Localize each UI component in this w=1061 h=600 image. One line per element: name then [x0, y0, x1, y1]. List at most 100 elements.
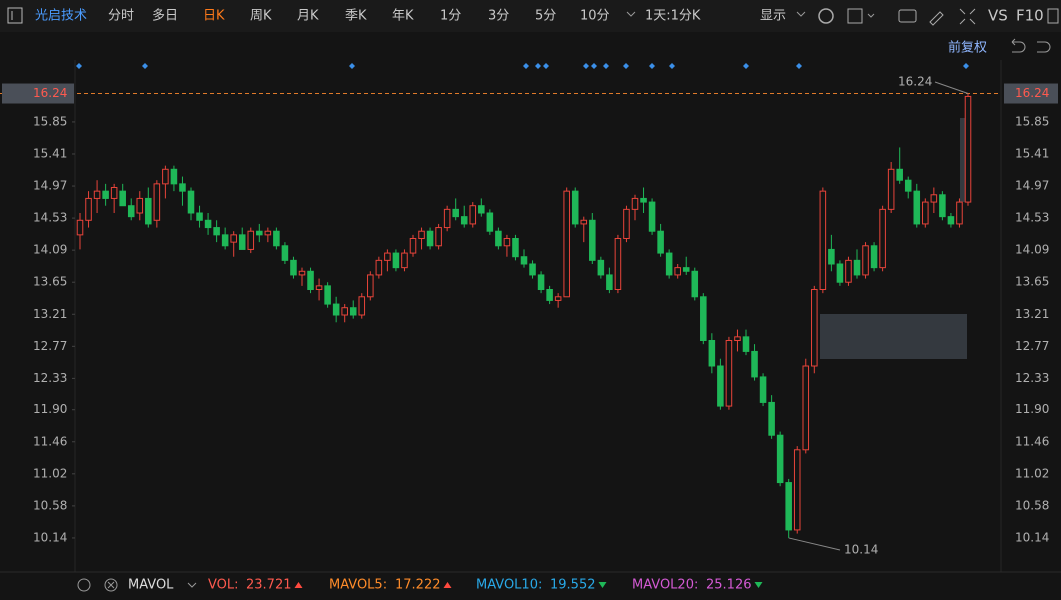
period-tab[interactable]: 周K — [250, 9, 272, 24]
y-tick-label: 12.77 — [33, 339, 67, 353]
candle-body — [102, 190, 109, 199]
box-icon[interactable] — [847, 8, 863, 24]
candle-body — [495, 230, 502, 247]
dropdown-arrow[interactable] — [626, 11, 636, 17]
event-marker — [523, 63, 529, 69]
event-marker — [649, 63, 655, 69]
y-tick-label-right: 15.85 — [1015, 114, 1049, 128]
camera-icon[interactable] — [898, 9, 917, 23]
candle-body — [904, 179, 912, 192]
candle-body — [887, 168, 895, 210]
undo-icon[interactable] — [1011, 38, 1026, 53]
event-marker — [603, 63, 609, 69]
vs-button[interactable]: VS — [988, 7, 1008, 25]
low-pointer — [788, 537, 841, 551]
indicator-label: MAVOL5: — [329, 578, 387, 593]
y-tick-label: 14.53 — [33, 211, 67, 225]
y-tick-label: 13.65 — [33, 275, 67, 289]
y-tick-label-right: 13.65 — [1015, 275, 1049, 289]
y-tick-label: 10.14 — [33, 530, 67, 544]
candle-body — [563, 190, 570, 298]
period-tab[interactable]: 年K — [392, 9, 414, 24]
redo-icon[interactable] — [1037, 41, 1051, 53]
indicator-label: VOL: — [208, 578, 239, 593]
candle-body — [230, 234, 237, 243]
candle-body — [264, 230, 272, 236]
panel-icon[interactable] — [7, 7, 23, 24]
candle-body — [956, 201, 963, 225]
indicator-value: 25.126 — [706, 578, 752, 593]
low-label: 10.14 — [844, 543, 878, 557]
candle-body — [187, 190, 195, 214]
trend-arrow — [443, 582, 452, 588]
y-tick-label-right: 15.41 — [1015, 146, 1049, 160]
period-tab[interactable]: 1分 — [440, 9, 461, 24]
candle-body — [127, 205, 135, 218]
candle-body — [793, 449, 801, 531]
period-menu[interactable]: 1天:1分K — [645, 9, 701, 24]
candle-body — [443, 208, 451, 229]
candle-body — [768, 401, 775, 436]
dropdown-arrow[interactable] — [187, 582, 197, 588]
indicator-settings[interactable] — [77, 578, 91, 592]
candle-body — [204, 219, 212, 229]
period-tab[interactable]: 5分 — [535, 9, 556, 24]
candle-body — [238, 234, 246, 250]
candle-body — [307, 270, 314, 290]
indicator-close[interactable] — [104, 578, 118, 592]
fullscreen-icon[interactable] — [959, 8, 976, 25]
candle-body — [589, 219, 596, 261]
display-menu[interactable]: 显示 — [760, 9, 786, 24]
y-tick-label-right: 14.97 — [1015, 179, 1049, 193]
y-tick-label-right: 10.58 — [1015, 498, 1049, 512]
candle-body — [947, 216, 955, 225]
pen-icon[interactable] — [929, 11, 944, 26]
dropdown-arrow[interactable] — [867, 13, 875, 18]
candle-body — [674, 267, 681, 276]
trend-arrow — [294, 582, 303, 588]
indicator-label: MAVOL20: — [632, 578, 698, 593]
period-tab[interactable]: 月K — [297, 9, 319, 24]
stock-name[interactable]: 光启技术 — [35, 9, 87, 24]
indicator-value: 17.222 — [395, 578, 441, 593]
period-tab[interactable]: 10分 — [580, 9, 610, 24]
candle-body — [930, 194, 938, 203]
candle-body — [503, 238, 511, 247]
candle-body — [247, 230, 255, 250]
y-tick-label: 14.09 — [33, 243, 67, 257]
candle-body — [537, 274, 545, 290]
period-tab[interactable]: 多日 — [152, 8, 178, 24]
candle-body — [426, 230, 434, 247]
period-tab[interactable]: 分时 — [108, 9, 134, 24]
more-icon[interactable] — [1047, 8, 1059, 24]
candle-body — [939, 194, 946, 218]
candle-body — [145, 197, 152, 225]
high-label: 16.24 — [898, 75, 932, 89]
candle-body — [409, 238, 417, 254]
candle-body — [751, 350, 758, 378]
period-tab[interactable]: 3分 — [488, 9, 509, 24]
candle-body — [759, 376, 767, 403]
candle-body — [85, 197, 92, 221]
y-tick-label: 13.21 — [33, 307, 67, 321]
last-price-tag — [1004, 83, 1058, 104]
candle-body — [213, 227, 220, 236]
candle-body — [691, 270, 699, 298]
event-marker — [535, 63, 541, 69]
candle-body — [964, 95, 972, 203]
candle-body — [341, 307, 348, 316]
dropdown-arrow[interactable] — [796, 11, 806, 17]
toolbar — [0, 0, 1061, 32]
candle-body — [384, 252, 391, 261]
candle-body — [324, 285, 331, 305]
indicator-label: MAVOL10: — [476, 578, 542, 593]
period-tab[interactable]: 季K — [345, 9, 367, 24]
indicator-value: 23.721 — [246, 578, 292, 593]
candle-body — [870, 245, 878, 269]
candle-body — [110, 187, 118, 199]
settings-icon[interactable] — [818, 8, 834, 24]
adjust-button[interactable]: 前复权 — [948, 40, 987, 56]
f10-button[interactable]: F10 — [1016, 7, 1044, 25]
candle-body — [862, 245, 869, 276]
period-tab[interactable]: 日K — [203, 9, 225, 24]
